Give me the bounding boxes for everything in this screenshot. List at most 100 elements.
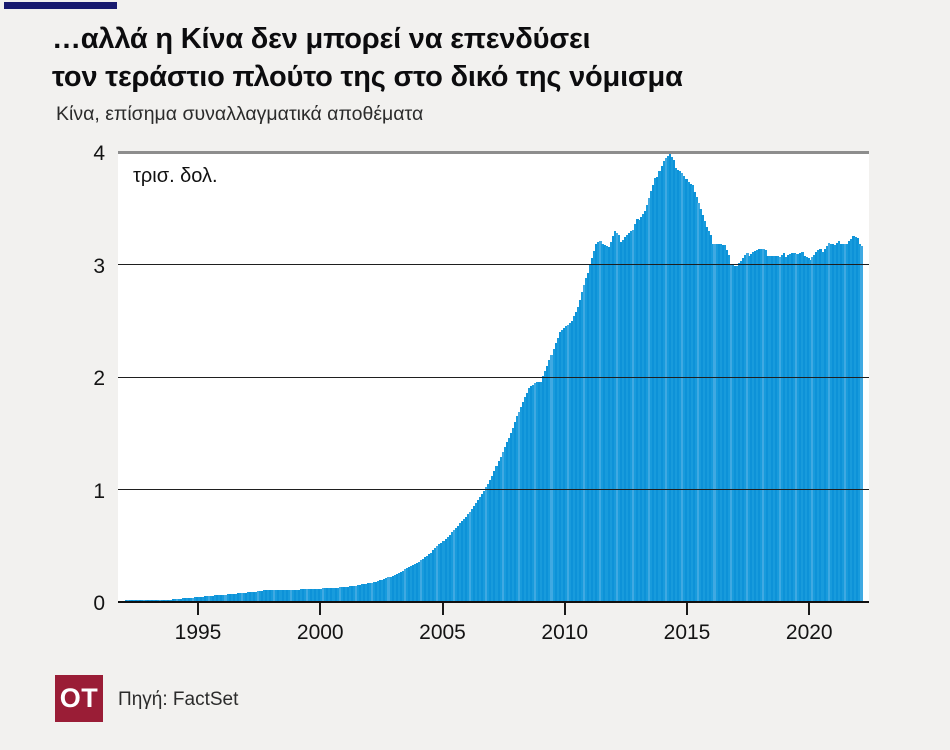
reserves-bar (501, 451, 505, 602)
reserves-bar (672, 159, 676, 602)
reserves-bar (605, 246, 609, 602)
reserves-bar (228, 594, 232, 602)
reserves-bar (719, 244, 723, 602)
x-axis-tick (319, 602, 322, 615)
reserves-bar (379, 580, 382, 602)
reserves-bar (259, 590, 262, 602)
reserves-bar (566, 324, 570, 602)
reserves-bar (831, 244, 835, 602)
reserves-bar (308, 589, 311, 602)
reserves-bar (754, 250, 757, 602)
reserves-bar (244, 592, 248, 602)
reserves-bar (179, 598, 183, 602)
baseline (118, 600, 869, 603)
reserves-bar (856, 238, 859, 602)
reserves-bar (234, 593, 238, 602)
reserves-bar (430, 552, 433, 602)
x-axis-tick (808, 602, 811, 615)
reserves-bar (460, 521, 464, 602)
reserves-bar (487, 483, 490, 602)
reserves-bar (481, 494, 484, 602)
reserves-bar (466, 514, 470, 602)
reserves-bar (263, 590, 266, 602)
reserves-bar (269, 590, 272, 602)
reserves-bar (570, 320, 574, 602)
reserves-bar (468, 511, 472, 602)
reserves-bar (780, 254, 784, 602)
reserves-bar (295, 589, 299, 602)
reserves-bar (678, 171, 682, 602)
reserves-bar (471, 509, 474, 602)
reserves-bar (574, 311, 578, 602)
reserves-bar (550, 354, 554, 602)
reserves-bar (572, 316, 576, 602)
reserves-bar (695, 197, 698, 602)
reserves-bar (342, 587, 346, 602)
plot-area: τρισ. δολ. (118, 151, 869, 603)
reserves-bar (760, 248, 763, 602)
reserves-bar (195, 597, 199, 602)
reserves-bar (206, 596, 209, 602)
reserves-bar (562, 328, 566, 602)
reserves-bar (316, 588, 319, 602)
reserves-bar (226, 594, 230, 602)
reserves-bar (642, 214, 645, 602)
reserves-bar (238, 593, 242, 602)
reserves-bar (807, 258, 810, 602)
reserves-bar (436, 545, 439, 602)
chart-subtitle: Κίνα, επίσημα συναλλαγματικά αποθέματα (56, 103, 424, 125)
reserves-bar (418, 561, 421, 602)
reserves-bar (576, 307, 580, 602)
reserves-bar (464, 516, 468, 602)
reserves-bar (809, 259, 812, 602)
reserves-bar (495, 466, 499, 602)
reserves-bar (682, 176, 686, 602)
reserves-bar (442, 541, 446, 602)
reserves-bar (538, 381, 541, 602)
reserves-bar (609, 241, 613, 602)
reserves-bar (310, 588, 313, 602)
reserves-bar (711, 244, 715, 602)
reserves-bar (479, 497, 482, 602)
x-axis-tick (563, 602, 566, 615)
reserves-bar (210, 595, 213, 602)
reserves-bar (367, 583, 370, 602)
reserves-bar (371, 582, 374, 602)
reserves-bar (764, 249, 767, 602)
reserves-bar (528, 388, 531, 602)
reserves-bar (493, 471, 496, 602)
reserves-bar (725, 249, 729, 602)
gridline (118, 264, 869, 266)
reserves-bar (293, 589, 297, 602)
reserves-bar (346, 586, 350, 602)
reserves-bar (409, 566, 413, 602)
reserves-bar (823, 249, 827, 602)
x-axis-label: 2010 (541, 621, 589, 644)
reserves-bar (546, 365, 549, 602)
reserves-bar (220, 594, 223, 602)
reserves-bar (658, 171, 662, 602)
reserves-bar (841, 244, 845, 602)
reserves-bar (314, 588, 317, 602)
reserves-bar (318, 588, 321, 602)
reserves-bar (405, 568, 409, 602)
reserves-bar (204, 596, 207, 602)
reserves-bar (674, 167, 678, 602)
reserves-bar (729, 264, 733, 602)
reserves-bar (756, 249, 759, 602)
reserves-bar (717, 243, 721, 602)
reserves-bar (344, 586, 348, 602)
reserves-bar (858, 244, 861, 602)
reserves-bar (697, 203, 700, 602)
reserves-bar (776, 256, 780, 602)
reserves-bar (607, 247, 611, 602)
y-axis-label: 3 (93, 254, 105, 278)
reserves-bar (193, 597, 197, 602)
reserves-bar (723, 245, 727, 602)
reserves-bar (489, 479, 492, 602)
reserves-bar (634, 224, 637, 602)
reserves-bar (377, 581, 380, 602)
reserves-bar (813, 254, 816, 602)
reserves-bar (534, 382, 537, 602)
